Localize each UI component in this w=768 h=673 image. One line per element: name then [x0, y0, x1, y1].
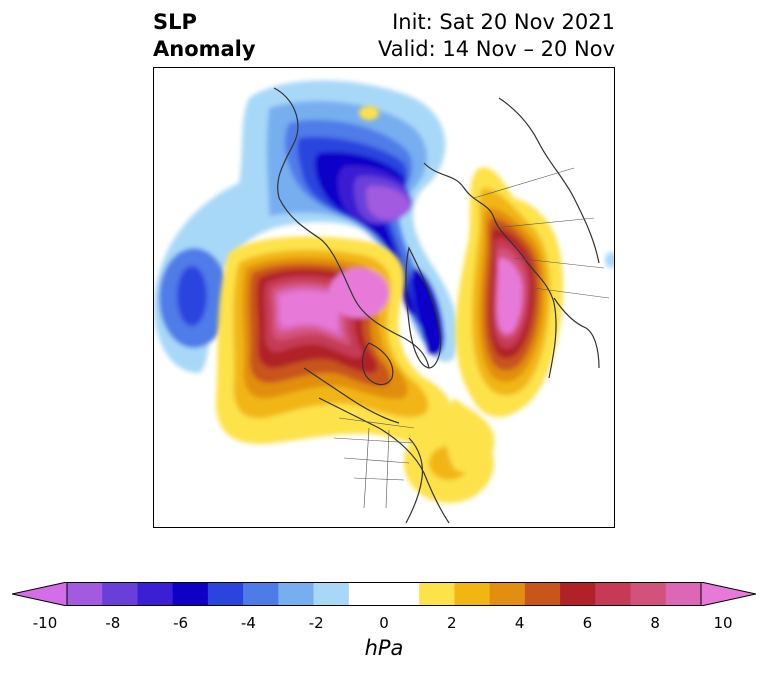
colorbar-segment — [172, 582, 209, 606]
colorbar-tick-label: 10 — [713, 614, 733, 632]
coastline-europe — [423, 162, 557, 379]
init-label: Init: Sat 20 Nov 2021 — [392, 10, 615, 34]
coastlines — [273, 87, 600, 524]
colorbar-segment — [419, 582, 455, 606]
border-asia-2 — [533, 287, 610, 299]
border-us-states-4 — [363, 427, 370, 509]
kind-label: Anomaly — [153, 37, 256, 61]
colorbar-tick-label: 6 — [582, 614, 593, 632]
country-borders — [333, 167, 610, 509]
colorbar-tick-label: 2 — [447, 614, 457, 632]
colorbar-extend-min — [12, 582, 68, 606]
coastline-hudson-bay — [361, 342, 394, 386]
scandinavia-small-high — [359, 106, 379, 120]
east-siberia-small-low — [605, 252, 614, 268]
west-pacific-low-3 — [177, 266, 207, 326]
border-us-states-3 — [353, 477, 405, 481]
coastline-eurasia — [273, 87, 430, 369]
colorbar-segment — [207, 582, 244, 606]
colorbar-segment — [137, 582, 174, 606]
colorbar-tick-label: 0 — [379, 614, 389, 632]
colorbar-segment — [313, 582, 350, 606]
colorbar-tick-label: -2 — [308, 614, 324, 632]
colorbar-tick-label: -10 — [32, 614, 58, 632]
coastline-us-east — [405, 437, 424, 524]
slp-anomaly-map — [154, 80, 614, 524]
variable-label: SLP — [153, 10, 197, 34]
colorbar-segments — [67, 582, 702, 606]
border-us-states-2 — [343, 457, 410, 464]
colorbar-segment — [454, 582, 491, 606]
colorbar-segment — [630, 582, 667, 606]
colorbar-segment — [348, 582, 385, 606]
border-us-canada — [338, 417, 415, 429]
colorbar-segment — [489, 582, 526, 606]
coastline-greenland — [405, 246, 442, 369]
greenland-low — [411, 268, 445, 356]
colorbar-segment — [102, 582, 138, 606]
colorbar-segment — [67, 582, 103, 606]
colorbar-segment — [243, 582, 279, 606]
coastline-india — [553, 297, 600, 369]
colorbar-outline — [66, 582, 702, 606]
colorbar — [12, 582, 756, 606]
border-asia-1 — [513, 257, 605, 269]
border-us-states-1 — [333, 437, 415, 444]
border-russia-1 — [473, 167, 575, 199]
atlantic-high-bridge — [446, 398, 495, 472]
map-title-left: SLP Anomaly — [153, 9, 256, 63]
valid-label: Valid: 14 Nov – 20 Nov — [378, 37, 615, 61]
colorbar-tick-label: -4 — [240, 614, 256, 632]
alaska-high-core — [329, 268, 389, 318]
border-russia-2 — [493, 217, 595, 229]
negative-anomaly-field — [154, 80, 614, 373]
colorbar-segment — [560, 582, 596, 606]
neg-contour-8 — [366, 185, 410, 220]
coastline-asia-east — [498, 97, 600, 264]
map-title-right: Init: Sat 20 Nov 2021 Valid: 14 Nov – 20… — [378, 9, 615, 63]
colorbar-segment — [665, 582, 702, 606]
positive-anomaly-field — [215, 106, 564, 503]
coastline-north-america — [318, 397, 450, 524]
colorbar-tick-label: -8 — [105, 614, 121, 632]
colorbar-segment — [278, 582, 315, 606]
eur-high-8 — [497, 258, 523, 334]
colorbar-tick-label: 8 — [650, 614, 660, 632]
map-panel — [153, 67, 615, 528]
colorbar-segment — [384, 582, 420, 606]
pac-high-9 — [279, 291, 340, 332]
coastline-alaska — [303, 367, 400, 424]
colorbar-tick-label: 4 — [514, 614, 525, 632]
colorbar-tick-label: -6 — [173, 614, 189, 632]
colorbar-segment — [595, 582, 632, 606]
colorbar-units: hPa — [364, 636, 404, 660]
border-us-states-5 — [385, 429, 390, 509]
colorbar-segment — [524, 582, 561, 606]
colorbar-extend-max — [700, 582, 756, 606]
